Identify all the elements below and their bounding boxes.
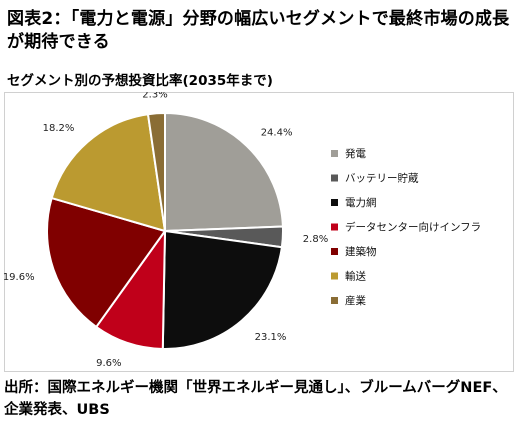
- legend-swatch-5: [331, 272, 338, 280]
- legend-swatch-4: [331, 248, 338, 255]
- value-label-5: 18.2%: [43, 123, 75, 134]
- legend-label-1: バッテリー貯蔵: [345, 172, 419, 185]
- pie-slice-5: [50, 113, 167, 233]
- legend-label-0: 発電: [345, 147, 366, 160]
- pie-chart: 24.4% 2.8% 23.1% 9.6% 19.6% 18.2% 2.3% 発電バッテリー貯…: [3, 92, 481, 369]
- pie-slice-4: [46, 196, 167, 329]
- pie-slice-0: [164, 111, 284, 233]
- pie-slice-6: [146, 111, 166, 232]
- chart-subtitle: セグメント別の予想投資比率(2035年まで): [7, 73, 273, 89]
- legend-label-6: 産業: [345, 294, 366, 307]
- legend-label-3: データセンター向けインフラ: [345, 221, 481, 234]
- legend-swatch-2: [331, 199, 338, 206]
- pie-slice-2: [161, 229, 283, 350]
- value-label-4: 19.6%: [3, 272, 35, 283]
- legend-label-2: 電力網: [345, 196, 377, 209]
- value-label-1: 2.8%: [303, 234, 328, 245]
- legend-swatch-6: [331, 297, 338, 304]
- legend-label-5: 輸送: [345, 270, 366, 283]
- legend-swatch-3: [331, 223, 338, 231]
- legend-swatch-0: [331, 150, 338, 157]
- value-label-3: 9.6%: [96, 358, 121, 369]
- legend-label-4: 建築物: [345, 245, 377, 258]
- chart-frame: [4, 92, 514, 372]
- figure-title: 図表2：「電力と電源」分野の幅広いセグメントで最終市場の成長が期待できる: [7, 9, 510, 52]
- legend-swatch-1: [331, 174, 338, 182]
- value-label-6: 2.3%: [142, 92, 167, 100]
- value-label-0: 24.4%: [261, 128, 293, 139]
- value-label-2: 23.1%: [255, 332, 287, 343]
- source-note: 出所：国際エネルギー機関「世界エネルギー見通し」、ブルームバーグNEF、企業発表…: [4, 380, 507, 418]
